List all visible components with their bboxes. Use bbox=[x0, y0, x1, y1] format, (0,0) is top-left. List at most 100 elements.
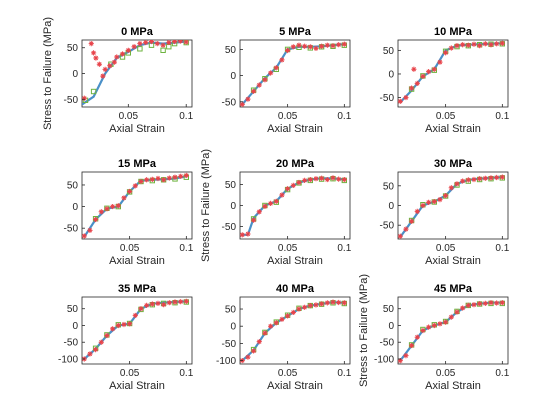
asterisk-marker bbox=[499, 300, 505, 306]
asterisk-marker bbox=[273, 198, 279, 204]
asterisk-marker bbox=[183, 298, 189, 304]
asterisk-marker bbox=[104, 332, 110, 339]
asterisk-marker bbox=[460, 42, 466, 48]
asterisk-marker bbox=[494, 174, 500, 181]
asterisk-marker bbox=[296, 306, 302, 312]
asterisk-marker bbox=[454, 181, 460, 187]
asterisk-marker bbox=[443, 193, 449, 199]
y-tick-label: -100 bbox=[374, 354, 394, 365]
asterisk-marker bbox=[138, 306, 144, 312]
asterisk-marker bbox=[93, 55, 99, 61]
y-tick-label: 0 bbox=[388, 69, 394, 80]
subplot-6: 0.05 0.1 -100 -50 0 50 35 MPa Axial Strain bbox=[58, 283, 194, 392]
asterisk-marker bbox=[256, 209, 262, 215]
asterisk-marker bbox=[160, 42, 166, 48]
x-tick-label: 0.05 bbox=[278, 243, 298, 254]
asterisk-marker bbox=[121, 195, 127, 201]
asterisk-marker bbox=[251, 88, 257, 94]
asterisk-marker bbox=[437, 321, 443, 327]
x-axis-label: Axial Strain bbox=[425, 123, 481, 135]
plot-area bbox=[398, 300, 506, 364]
asterisk-marker bbox=[268, 70, 274, 76]
plot-area bbox=[82, 298, 190, 362]
x-tick-label: 0.1 bbox=[495, 111, 509, 122]
asterisk-marker bbox=[403, 94, 409, 101]
asterisk-marker bbox=[183, 40, 189, 45]
asterisk-marker bbox=[93, 216, 99, 223]
y-tick-label: 0 bbox=[388, 201, 394, 212]
asterisk-marker bbox=[398, 358, 403, 364]
x-tick-label: 0.1 bbox=[337, 243, 351, 254]
asterisk-marker bbox=[88, 41, 94, 47]
asterisk-marker bbox=[313, 45, 319, 51]
x-tick-label: 0.05 bbox=[278, 111, 298, 122]
y-tick-label: -50 bbox=[222, 339, 237, 350]
asterisk-marker bbox=[296, 42, 302, 48]
square-marker bbox=[90, 88, 97, 95]
asterisk-marker bbox=[471, 302, 477, 308]
asterisk-marker bbox=[420, 327, 426, 334]
asterisk-marker bbox=[330, 299, 336, 305]
asterisk-marker bbox=[443, 319, 449, 325]
asterisk-marker bbox=[482, 41, 488, 47]
asterisk-marker bbox=[420, 73, 426, 79]
asterisk-marker bbox=[172, 174, 178, 180]
asterisk-marker bbox=[465, 42, 471, 48]
asterisk-marker bbox=[431, 322, 437, 329]
asterisk-marker bbox=[87, 351, 93, 357]
asterisk-marker bbox=[268, 200, 274, 207]
asterisk-marker bbox=[420, 202, 426, 209]
asterisk-marker bbox=[279, 192, 285, 198]
x-axis-label: Axial Strain bbox=[109, 380, 165, 392]
y-tick-label: 50 bbox=[225, 305, 237, 316]
asterisk-marker bbox=[494, 41, 500, 47]
y-tick-label: 50 bbox=[383, 304, 395, 315]
y-tick-label: -100 bbox=[58, 354, 78, 365]
square-marker bbox=[137, 46, 143, 52]
y-tick-label: -50 bbox=[380, 338, 395, 349]
y-axis-label: Stress to Failure (MPa) bbox=[358, 274, 370, 387]
asterisk-marker bbox=[178, 299, 184, 305]
asterisk-marker bbox=[448, 185, 454, 191]
asterisk-marker bbox=[313, 176, 319, 182]
asterisk-marker bbox=[477, 176, 483, 182]
subplot-4: 0.05 0.1 -50 0 50 20 MPa Axial Strain Stress to… bbox=[200, 149, 352, 267]
asterisk-marker bbox=[166, 300, 172, 306]
x-axis-label: Axial Strain bbox=[425, 380, 481, 392]
subplot-8: 0.05 0.1 -100 -50 0 50 45 MPa Axial Strain Stres… bbox=[358, 274, 510, 392]
asterisk-marker bbox=[121, 321, 127, 328]
asterisk-marker bbox=[499, 174, 505, 180]
x-tick-label: 0.05 bbox=[120, 368, 140, 379]
y-tick-label: 0 bbox=[388, 321, 394, 332]
y-tick-label: 50 bbox=[67, 43, 79, 54]
asterisk-marker bbox=[488, 175, 494, 181]
asterisk-marker bbox=[115, 203, 121, 209]
axes-frame bbox=[239, 296, 351, 365]
plot-area bbox=[240, 299, 348, 364]
x-tick-label: 0.1 bbox=[495, 368, 509, 379]
asterisk-marker bbox=[100, 73, 106, 79]
asterisk-marker bbox=[98, 339, 104, 345]
asterisk-marker bbox=[460, 305, 466, 311]
asterisk-marker bbox=[426, 69, 432, 75]
asterisk-marker bbox=[155, 175, 161, 182]
subplot-title: 20 MPa bbox=[276, 158, 315, 170]
x-tick-label: 0.1 bbox=[179, 243, 193, 254]
asterisk-marker bbox=[341, 176, 347, 183]
asterisk-marker bbox=[403, 226, 409, 232]
asterisk-marker bbox=[125, 47, 131, 53]
y-tick-label: 0 bbox=[230, 71, 236, 82]
plot-area bbox=[82, 172, 190, 239]
plot-area bbox=[82, 40, 189, 106]
y-tick-label: -100 bbox=[216, 356, 236, 367]
y-tick-label: 0 bbox=[230, 322, 236, 333]
axes-frame bbox=[397, 171, 509, 240]
axes-frame bbox=[397, 39, 509, 108]
asterisk-marker bbox=[324, 300, 330, 306]
y-axis-label: Stress to Failure (MPa) bbox=[42, 17, 54, 130]
asterisk-marker bbox=[279, 57, 285, 63]
asterisk-marker bbox=[307, 44, 313, 50]
subplot-2: 0.05 0.1 -50 0 50 10 MPa Axial Strain bbox=[380, 26, 510, 135]
y-tick-label: 0 bbox=[230, 201, 236, 212]
